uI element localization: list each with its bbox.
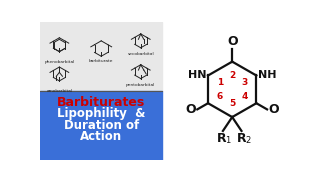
Text: 1: 1 (217, 78, 223, 87)
Text: O: O (269, 103, 279, 116)
Text: R: R (217, 132, 226, 145)
Text: 3: 3 (241, 78, 247, 87)
Text: 4: 4 (241, 92, 247, 101)
Text: 6: 6 (217, 92, 223, 101)
Text: pentobarbital: pentobarbital (126, 83, 156, 87)
Text: barbiturate: barbiturate (89, 59, 114, 63)
Text: 2: 2 (245, 136, 251, 145)
Text: O: O (227, 35, 237, 48)
Text: 5: 5 (229, 99, 235, 108)
Text: HN: HN (188, 71, 206, 80)
Text: Duration of: Duration of (64, 119, 139, 132)
Text: R: R (237, 132, 246, 145)
Text: O: O (185, 103, 196, 116)
Text: 2: 2 (229, 71, 235, 80)
Text: Lipophility  &: Lipophility & (57, 107, 145, 120)
Bar (40, 22, 163, 91)
Text: phenobarbital: phenobarbital (44, 60, 75, 64)
Bar (40, 91, 163, 160)
Text: Action: Action (80, 130, 122, 143)
Text: Barbiturates: Barbiturates (57, 96, 145, 109)
Text: NH: NH (258, 71, 276, 80)
Text: 1: 1 (225, 136, 230, 145)
Text: amobarbital: amobarbital (46, 89, 72, 93)
Text: secobarbital: secobarbital (127, 52, 154, 56)
